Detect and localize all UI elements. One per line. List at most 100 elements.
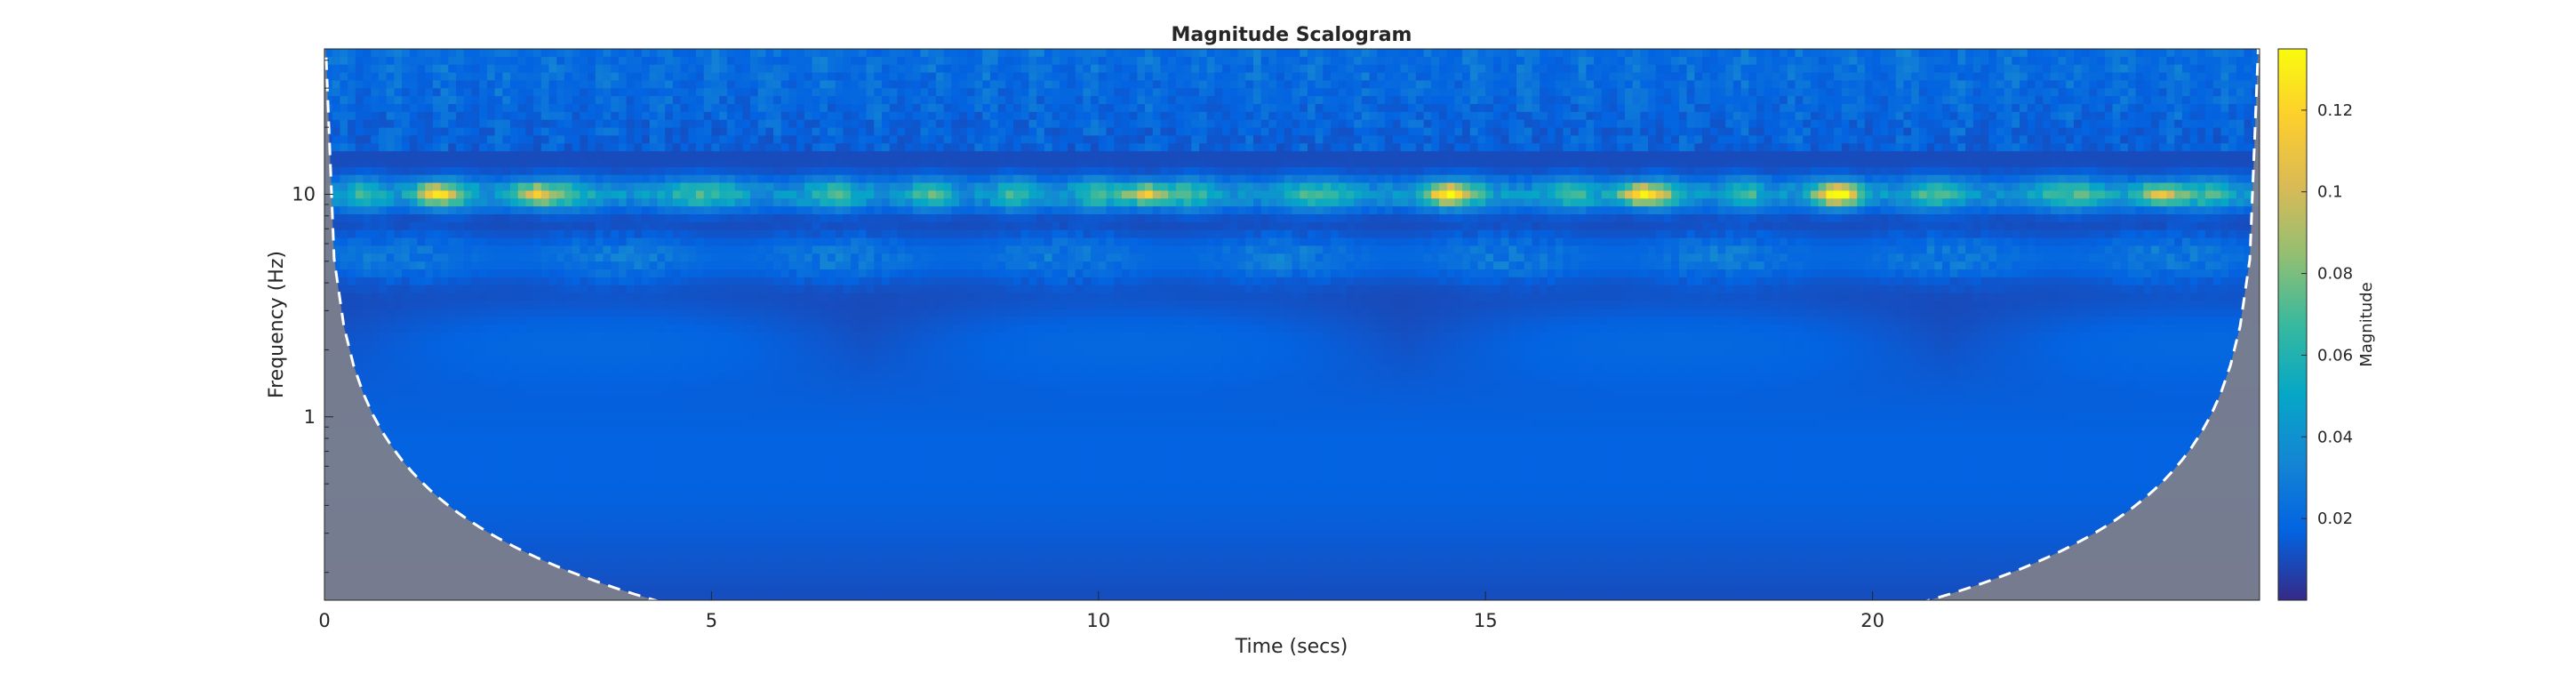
heatmap-cell bbox=[1252, 190, 1262, 199]
heatmap-cell bbox=[1292, 143, 1300, 152]
heatmap-cell bbox=[812, 151, 820, 160]
heatmap-cell bbox=[1640, 49, 1649, 58]
heatmap-cell bbox=[2120, 111, 2129, 121]
heatmap-cell bbox=[1237, 111, 1246, 121]
heatmap-cell bbox=[1864, 143, 1874, 152]
heatmap-cell bbox=[1787, 111, 1796, 121]
heatmap-cell bbox=[1431, 174, 1440, 184]
heatmap-cell bbox=[1663, 182, 1672, 192]
heatmap-cell bbox=[572, 88, 580, 97]
heatmap-cell bbox=[1268, 143, 1277, 152]
heatmap-cell bbox=[1137, 159, 1146, 168]
heatmap-cell bbox=[874, 151, 883, 160]
heatmap-cell bbox=[1284, 198, 1293, 207]
heatmap-cell bbox=[1060, 159, 1068, 168]
heatmap-cell bbox=[1400, 49, 1409, 58]
heatmap-cell bbox=[2058, 190, 2067, 199]
heatmap-cell bbox=[749, 166, 759, 176]
heatmap-cell bbox=[417, 119, 426, 129]
heatmap-cell bbox=[788, 143, 797, 152]
heatmap-cell bbox=[340, 190, 348, 199]
heatmap-cell bbox=[456, 151, 465, 160]
heatmap-cell bbox=[2197, 72, 2206, 82]
heatmap-cell bbox=[1725, 127, 1734, 137]
heatmap-cell bbox=[1516, 80, 1525, 89]
heatmap-cell bbox=[1346, 143, 1355, 152]
heatmap-cell bbox=[1655, 159, 1665, 168]
heatmap-cell bbox=[1524, 182, 1533, 192]
heatmap-cell bbox=[688, 111, 697, 121]
heatmap-cell bbox=[417, 135, 426, 144]
heatmap-cell bbox=[363, 198, 372, 207]
heatmap-cell bbox=[1941, 80, 1951, 89]
heatmap-cell bbox=[1175, 174, 1185, 184]
heatmap-cell bbox=[2220, 119, 2229, 129]
heatmap-cell bbox=[572, 151, 580, 160]
heatmap-cell bbox=[828, 119, 836, 129]
heatmap-cell bbox=[780, 174, 790, 184]
heatmap-cell bbox=[765, 64, 774, 74]
heatmap-cell bbox=[548, 80, 557, 89]
heatmap-cell bbox=[788, 96, 797, 105]
heatmap-cell bbox=[463, 88, 473, 97]
heatmap-cell bbox=[1748, 111, 1757, 121]
heatmap-cell bbox=[1996, 96, 2005, 105]
heatmap-cell bbox=[2244, 135, 2252, 144]
heatmap-cell bbox=[2220, 49, 2229, 58]
heatmap-cell bbox=[1772, 159, 1780, 168]
heatmap-cell bbox=[1067, 104, 1076, 113]
heatmap-cell bbox=[1423, 119, 1432, 129]
heatmap-cell bbox=[1268, 111, 1277, 121]
heatmap-cell bbox=[657, 72, 666, 82]
heatmap-cell bbox=[828, 143, 836, 152]
heatmap-cell bbox=[1129, 111, 1138, 121]
heatmap-cell bbox=[2035, 198, 2044, 207]
heatmap-cell bbox=[1477, 72, 1486, 82]
heatmap-cell bbox=[1508, 49, 1517, 58]
heatmap-cell bbox=[1183, 174, 1192, 184]
heatmap-cell bbox=[788, 174, 797, 184]
heatmap-cell bbox=[1872, 119, 1881, 129]
heatmap-cell bbox=[1857, 151, 1866, 160]
heatmap-cell bbox=[1655, 166, 1665, 176]
heatmap-cell bbox=[1686, 72, 1695, 82]
heatmap-cell bbox=[1028, 198, 1037, 207]
heatmap-cell bbox=[1740, 56, 1749, 66]
heatmap-cell bbox=[788, 119, 797, 129]
heatmap-cell bbox=[1137, 88, 1146, 97]
heatmap-cell bbox=[1563, 56, 1572, 66]
heatmap-cell bbox=[835, 64, 844, 74]
heatmap-cell bbox=[974, 166, 983, 176]
heatmap-cell bbox=[711, 166, 720, 176]
heatmap-cell bbox=[1748, 190, 1757, 199]
heatmap-cell bbox=[618, 151, 628, 160]
heatmap-cell bbox=[1245, 49, 1254, 58]
heatmap-cell bbox=[1036, 166, 1045, 176]
heatmap-cell bbox=[665, 88, 674, 97]
heatmap-cell bbox=[1709, 119, 1719, 129]
heatmap-cell bbox=[1160, 80, 1169, 89]
heatmap-cell bbox=[1121, 111, 1131, 121]
heatmap-cell bbox=[1438, 119, 1448, 129]
heatmap-cell bbox=[796, 159, 805, 168]
heatmap-cell bbox=[1965, 182, 1974, 192]
heatmap-cell bbox=[897, 64, 906, 74]
heatmap-cell bbox=[2027, 198, 2036, 207]
heatmap-cell bbox=[1841, 143, 1851, 152]
heatmap-cell bbox=[1709, 80, 1719, 89]
heatmap-cell bbox=[2197, 143, 2206, 152]
heatmap-cell bbox=[1214, 104, 1223, 113]
heatmap-cell bbox=[355, 190, 364, 199]
heatmap-cell bbox=[1725, 182, 1734, 192]
heatmap-cell bbox=[780, 72, 790, 82]
heatmap-cell bbox=[1222, 190, 1231, 199]
heatmap-cell bbox=[874, 127, 883, 137]
heatmap-cell bbox=[1903, 182, 1912, 192]
heatmap-cell bbox=[2097, 80, 2106, 89]
heatmap-cell bbox=[1532, 64, 1540, 74]
heatmap-cell bbox=[626, 166, 635, 176]
heatmap-cell bbox=[1926, 182, 1935, 192]
heatmap-cell bbox=[1114, 80, 1123, 89]
heatmap-cell bbox=[1880, 111, 1889, 121]
heatmap-cell bbox=[1694, 174, 1703, 184]
